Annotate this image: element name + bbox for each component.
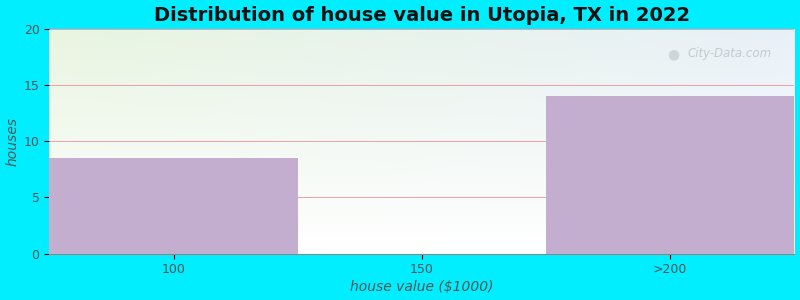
Text: ●: ● [667, 47, 679, 61]
Bar [546, 96, 794, 254]
Bar [50, 158, 298, 254]
Title: Distribution of house value in Utopia, TX in 2022: Distribution of house value in Utopia, T… [154, 6, 690, 25]
X-axis label: house value ($1000): house value ($1000) [350, 280, 494, 294]
Text: City-Data.com: City-Data.com [688, 47, 772, 60]
Y-axis label: houses: houses [6, 117, 19, 166]
